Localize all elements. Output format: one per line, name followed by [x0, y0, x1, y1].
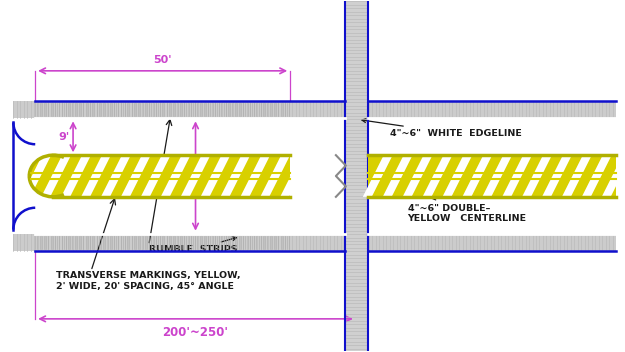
Text: 200'~250': 200'~250' [162, 326, 229, 339]
Polygon shape [442, 155, 472, 197]
Polygon shape [542, 155, 572, 197]
Polygon shape [61, 155, 91, 197]
Polygon shape [241, 155, 270, 197]
Polygon shape [622, 155, 625, 197]
Polygon shape [602, 155, 625, 197]
Polygon shape [181, 155, 211, 197]
Polygon shape [81, 155, 111, 197]
Polygon shape [141, 155, 171, 197]
Text: 50': 50' [153, 55, 172, 65]
Text: 10': 10' [199, 171, 217, 181]
Bar [53, 155, 290, 197]
Bar [13, 119, 616, 233]
Bar [13, 233, 616, 251]
Polygon shape [462, 155, 492, 197]
Polygon shape [422, 155, 452, 197]
Polygon shape [502, 155, 532, 197]
Polygon shape [300, 155, 330, 197]
Text: 9': 9' [58, 132, 69, 142]
Bar [368, 155, 616, 197]
Polygon shape [402, 155, 432, 197]
Text: 4"~6"  WHITE  EDGELINE: 4"~6" WHITE EDGELINE [362, 119, 521, 138]
Ellipse shape [29, 155, 77, 197]
Polygon shape [221, 155, 250, 197]
Text: 4"~6" DOUBLE–
YELLOW   CENTERLINE: 4"~6" DOUBLE– YELLOW CENTERLINE [394, 181, 527, 223]
Polygon shape [482, 155, 512, 197]
Polygon shape [280, 155, 310, 197]
Polygon shape [101, 155, 131, 197]
Polygon shape [21, 155, 51, 197]
Bar [13, 101, 616, 119]
Polygon shape [562, 155, 592, 197]
Polygon shape [201, 155, 231, 197]
Polygon shape [362, 155, 392, 197]
Text: RUMBLE  STRIPS: RUMBLE STRIPS [149, 237, 238, 254]
Bar [345, 1, 368, 351]
Polygon shape [582, 155, 612, 197]
Polygon shape [41, 155, 71, 197]
Polygon shape [382, 155, 412, 197]
Text: TRANSVERSE MARKINGS, YELLOW,
2' WIDE, 20' SPACING, 45° ANGLE: TRANSVERSE MARKINGS, YELLOW, 2' WIDE, 20… [56, 271, 241, 291]
Polygon shape [260, 155, 290, 197]
Polygon shape [161, 155, 191, 197]
Polygon shape [121, 155, 151, 197]
Polygon shape [522, 155, 552, 197]
